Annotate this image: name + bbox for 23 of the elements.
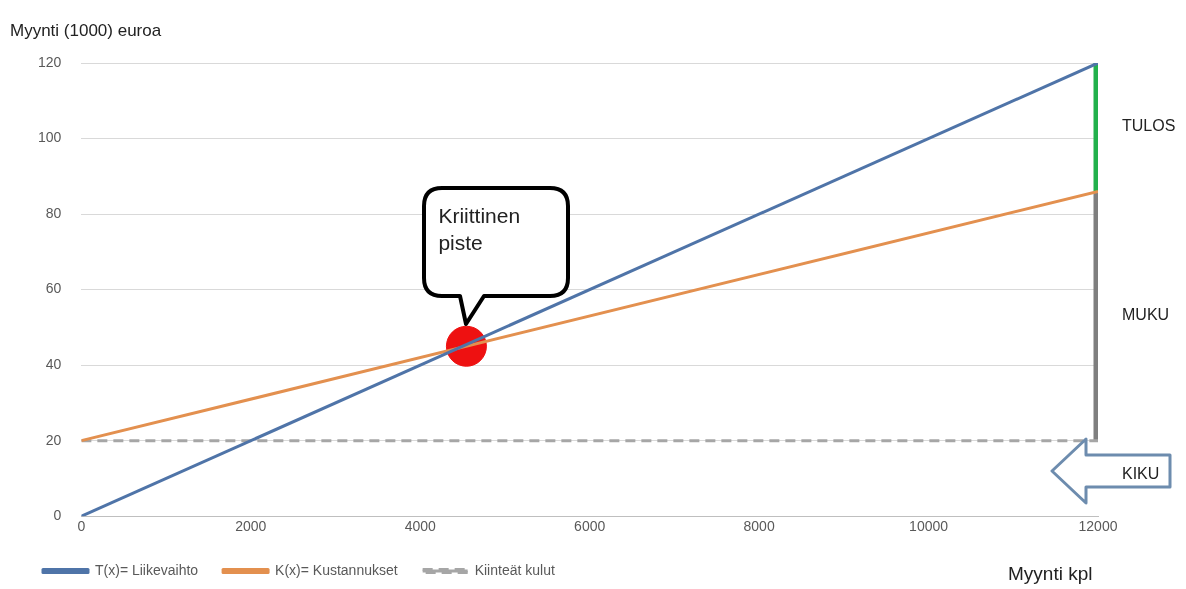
text: MUKU: [1122, 306, 1170, 325]
y-tick-label: 100: [38, 129, 62, 146]
x-tick-label: 8000: [743, 518, 775, 535]
x-tick-label: 2000: [235, 518, 267, 535]
y-tick-label: 80: [45, 204, 62, 221]
legend-label: K(x)= Kustannukset: [275, 561, 398, 578]
y-tick-label: 60: [45, 280, 62, 297]
y-tick-label: 120: [38, 53, 62, 70]
y-tick-label: 0: [53, 507, 62, 524]
y-tick-label: 20: [45, 431, 62, 448]
y-axis-title: Myynti (1000) euroa: [10, 21, 162, 40]
x-tick-label: 4000: [404, 518, 437, 535]
x-axis-title: Myynti kpl: [1008, 563, 1093, 584]
x-tick-label: 0: [77, 518, 86, 535]
legend-label: T(x)= Liikevaihto: [95, 561, 199, 578]
text: KIKU: [1122, 464, 1160, 483]
text: TULOS: [1122, 117, 1176, 136]
annotation: Kriittinen piste: [438, 203, 522, 257]
legend-label: Kiinteät kulut: [474, 561, 555, 578]
y-tick-label: 40: [45, 355, 62, 372]
x-tick-label: 12000: [1078, 518, 1118, 535]
x-tick-label: 6000: [574, 518, 606, 535]
x-tick-label: 10000: [909, 518, 949, 535]
